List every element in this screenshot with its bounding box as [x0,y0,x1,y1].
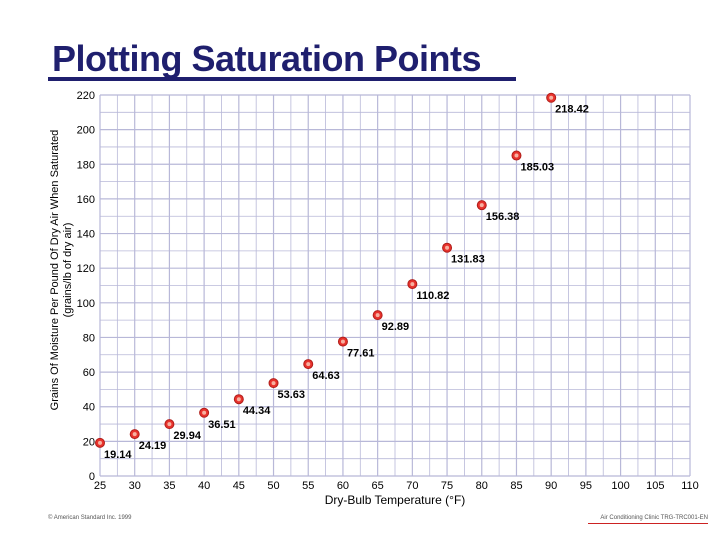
data-labels: 19.14 24.19 29.94 36.51 44.34 53.63 64.63 77.61… [104,104,589,461]
x-tick-label: 110 [681,480,699,492]
data-point-inner [132,432,137,437]
x-tick-label: 65 [372,480,384,492]
grid-lines [99,94,691,477]
data-point-inner [479,203,484,208]
data-point [129,429,140,440]
data-point [337,336,348,347]
data-point-inner [236,397,241,402]
y-tick-label: 200 [77,125,95,137]
y-tick-label: 120 [77,263,95,275]
chart-title: Plotting Saturation Points [52,38,481,79]
data-point-inner [202,410,207,415]
title-underline [48,77,516,81]
data-point [546,92,557,103]
x-axis-label: Dry-Bulb Temperature (°F) [324,493,466,507]
data-label: 218.42 [555,104,589,116]
x-tick-label: 80 [476,480,488,492]
data-label: 24.19 [139,440,167,452]
x-tick-label: 85 [510,480,522,492]
data-point [407,279,418,290]
y-tick-label: 100 [77,298,95,310]
y-tick-label: 140 [77,229,95,241]
data-label: 92.89 [382,321,410,333]
x-tick-labels: 25 30 35 40 45 50 55 60 65 70 75 80 85 90 95 100 105 110 [94,480,699,492]
x-tick-label: 105 [646,480,664,492]
data-point-inner [271,381,276,386]
data-point-inner [549,95,554,100]
data-label: 53.63 [278,389,306,401]
x-tick-label: 50 [267,480,279,492]
x-tick-label: 40 [198,480,210,492]
y-axis-label: Grains Of Moisture Per Pound Of Dry Air … [49,129,74,411]
y-tick-label: 220 [77,90,95,102]
x-tick-label: 35 [163,480,175,492]
y-tick-label: 20 [83,436,95,448]
data-point [164,419,175,430]
y-tick-label: 60 [83,367,95,379]
data-point-inner [306,362,311,367]
data-label: 29.94 [173,430,201,442]
data-point-inner [514,153,519,158]
y-tick-label: 80 [83,332,95,344]
data-point-inner [375,313,380,318]
data-point [95,437,105,448]
y-tick-label: 0 [89,471,95,483]
y-tick-label: 160 [77,194,95,206]
x-tick-label: 55 [302,480,314,492]
data-point-inner [410,282,415,287]
x-tick-label: 25 [94,480,106,492]
x-tick-label: 100 [611,480,629,492]
data-point [476,200,487,211]
data-label: 64.63 [312,370,340,382]
x-tick-label: 45 [233,480,245,492]
y-tick-label: 180 [77,159,95,171]
x-tick-label: 70 [406,480,418,492]
data-label: 44.34 [243,405,271,417]
data-point [233,394,244,405]
x-tick-label: 30 [129,480,141,492]
y-tick-labels: 0 20 40 60 80 100 120 140 160 180 200 220 [77,90,95,483]
x-tick-label: 95 [580,480,592,492]
data-label: 77.61 [347,348,375,360]
data-point [442,242,453,253]
data-label: 185.03 [520,162,554,174]
data-points [95,92,557,448]
data-point [199,407,210,418]
data-point-inner [445,245,450,250]
data-point-inner [167,422,172,427]
y-tick-label: 40 [83,402,95,414]
data-label: 110.82 [416,290,449,302]
data-label: 19.14 [104,449,132,461]
footer-copyright: © American Standard Inc. 1999 [48,515,132,521]
footer-underline [588,523,708,524]
x-tick-label: 90 [545,480,557,492]
data-point [511,150,522,161]
x-tick-label: 75 [441,480,453,492]
data-point-inner [340,339,345,344]
data-point [372,310,383,321]
data-label: 156.38 [486,211,520,223]
data-label: 36.51 [208,419,236,431]
x-tick-label: 60 [337,480,349,492]
data-label: 131.83 [451,254,485,266]
footer-course-id: Air Conditioning Clinic TRG-TRC001-EN [600,515,708,521]
data-point-inner [98,440,102,445]
data-point [268,378,279,389]
data-point [303,359,314,370]
